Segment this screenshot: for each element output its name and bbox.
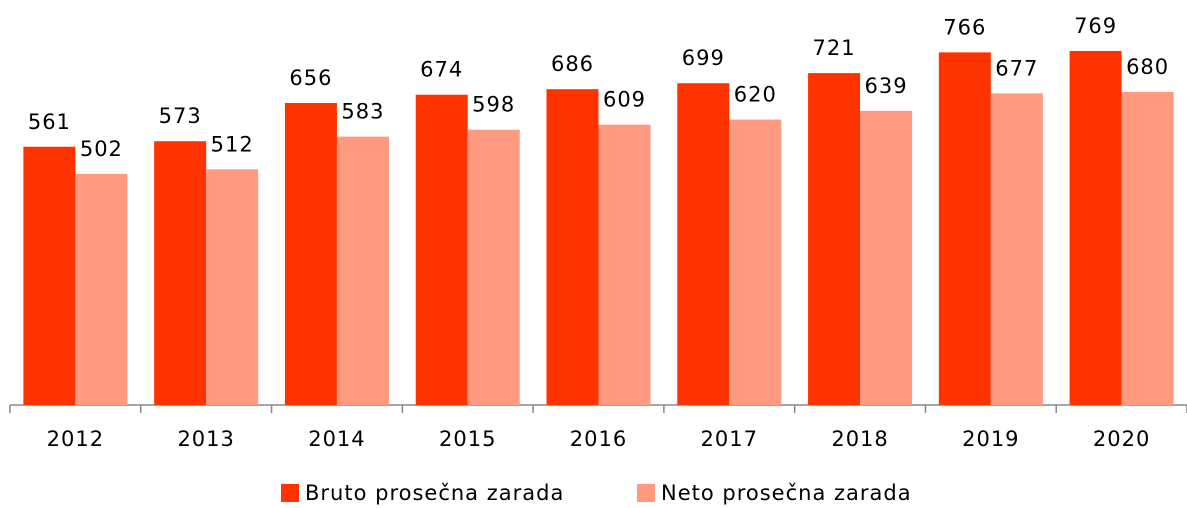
x-tick-label: 2012 (47, 427, 104, 451)
x-tick-label: 2016 (570, 427, 627, 451)
bar (23, 146, 76, 406)
bar (284, 103, 337, 406)
bar (75, 173, 128, 405)
value-label: 598 (472, 93, 515, 117)
bar (598, 124, 651, 405)
bar (1069, 51, 1122, 405)
bar (206, 169, 259, 405)
bar (860, 110, 913, 405)
legend-label: Neto prosečna zarada (661, 481, 912, 505)
legend-swatch (281, 484, 299, 502)
value-label: 573 (159, 104, 202, 128)
bar (1121, 91, 1174, 405)
x-tick-label: 2019 (962, 427, 1019, 451)
value-label: 512 (211, 132, 254, 156)
bar (467, 129, 520, 405)
value-label: 686 (551, 52, 594, 76)
legend-swatch (637, 484, 655, 502)
value-label: 766 (943, 15, 986, 39)
value-label: 620 (734, 83, 777, 107)
value-label: 680 (1126, 55, 1169, 79)
value-label: 502 (80, 137, 123, 161)
bar (808, 73, 861, 406)
bar (938, 52, 991, 406)
x-tick-label: 2014 (308, 427, 365, 451)
bar (729, 119, 782, 405)
bar (990, 93, 1043, 405)
value-label: 769 (1074, 14, 1117, 38)
x-tick-label: 2015 (439, 427, 496, 451)
value-label: 656 (289, 66, 332, 90)
x-tick-label: 2017 (701, 427, 758, 451)
bar (677, 83, 730, 405)
value-label: 677 (995, 56, 1038, 80)
bar (546, 89, 599, 405)
value-label: 583 (341, 100, 384, 124)
bar (336, 136, 389, 405)
value-label: 639 (865, 74, 908, 98)
value-label: 674 (420, 58, 463, 82)
x-tick-label: 2020 (1093, 427, 1150, 451)
value-label: 721 (813, 36, 856, 60)
value-label: 699 (682, 46, 725, 70)
bar (154, 141, 207, 406)
value-label: 561 (28, 110, 71, 134)
legend-label: Bruto prosečna zarada (305, 481, 564, 505)
x-tick-label: 2018 (831, 427, 888, 451)
value-label: 609 (603, 88, 646, 112)
x-tick-label: 2013 (177, 427, 234, 451)
bar (415, 94, 468, 405)
